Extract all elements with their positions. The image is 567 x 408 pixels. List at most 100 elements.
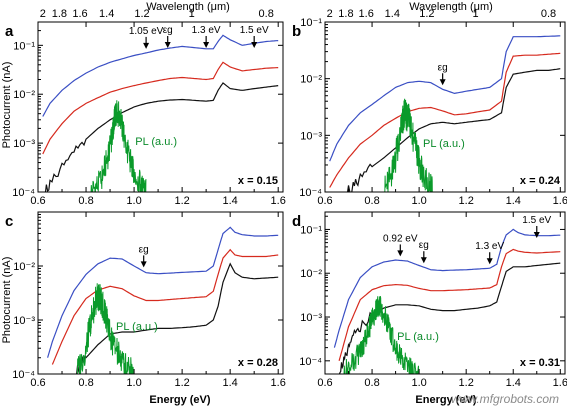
y-tick-label-a: 10⁻⁴: [12, 187, 35, 199]
panel-b: 0.6 0.8 1.0 1.2 1.4 1.6 10⁻⁴ 10⁻³ 10⁻² 10⁻¹ 2 1.8 1.…: [292, 8, 567, 207]
top-tick-label-b: 0.8: [541, 8, 556, 20]
photocurrent-curve-red-b: [329, 52, 561, 188]
pl-spectrum-d: [343, 296, 420, 374]
top-axis-label-right: Wavelength (μm): [409, 1, 493, 13]
photocurrent-curve-blue-b: [329, 35, 561, 162]
y-tick-label-c: 10⁻⁴: [12, 369, 35, 381]
y-tick-label-d: 10⁻²: [300, 268, 322, 280]
annotation-arrowhead-a: [164, 42, 171, 48]
annotation-arrowhead-a: [203, 42, 210, 48]
y-axis-label-bottom: Photocurrent (nA): [1, 257, 13, 344]
x-tick-label-b: 0.6: [317, 195, 332, 207]
plot-frame-c: [37, 211, 284, 375]
composition-label-a: x = 0.15: [238, 175, 278, 187]
top-tick-label-b: 1.2: [419, 8, 434, 20]
panel-letter-b: b: [292, 23, 301, 40]
photocurrent-curve-black-a: [44, 82, 279, 192]
top-tick-label-b: 2: [327, 8, 333, 20]
x-tick-label-d: 0.8: [364, 377, 379, 389]
watermark: www.mfgrobots.com: [451, 392, 559, 406]
annotation-label-a: 1.5 eV: [240, 25, 269, 36]
x-tick-label-b: 1.2: [459, 195, 474, 207]
annotation-label-b: εg: [438, 62, 448, 73]
pl-label-b: PL (a.u.): [423, 138, 465, 150]
series-group-b: [329, 35, 561, 192]
plot-frame-b: [324, 21, 566, 193]
top-tick-label-a: 1.4: [99, 8, 114, 20]
annotation-arrowhead-d: [533, 232, 540, 238]
annotation-arrowhead-d: [397, 250, 404, 257]
x-tick-label-d: 1.0: [411, 377, 426, 389]
top-tick-label-b: 1.8: [338, 8, 353, 20]
y-tick-label-b: 10⁻³: [300, 130, 322, 142]
y-tick-label-b: 10⁻¹: [300, 17, 322, 29]
annotation-label-d: 1.5 eV: [522, 215, 551, 226]
y-tick-label-c: 10⁻³: [13, 315, 35, 327]
x-tick-label-b: 1.6: [553, 195, 567, 207]
panel-a: 0.6 0.8 1.0 1.2 1.4 1.6 10⁻⁴ 10⁻³ 10⁻² 10⁻¹ 2 1.8 1.…: [5, 8, 286, 207]
top-tick-label-b: 1: [473, 8, 479, 20]
series-group-a: [42, 34, 279, 192]
top-tick-label-a: 2: [40, 8, 46, 20]
pl-spectrum-a: [90, 100, 147, 192]
x-tick-label-a: 0.8: [78, 195, 93, 207]
y-tick-label-d: 10⁻⁴: [299, 356, 322, 368]
x-tick-label-c: 1.2: [174, 377, 189, 389]
y-tick-label-b: 10⁻⁴: [299, 187, 322, 199]
x-tick-label-c: 0.6: [30, 377, 45, 389]
series-group-c: [47, 226, 279, 374]
panel-letter-c: c: [5, 213, 13, 230]
photocurrent-curve-black-d: [338, 262, 561, 374]
annotation-arrowhead-c: [140, 261, 147, 268]
panel-letter-a: a: [5, 23, 14, 40]
composition-label-d: x = 0.31: [520, 357, 560, 369]
x-tick-label-d: 1.6: [553, 377, 567, 389]
annotation-arrowhead-b: [439, 79, 446, 86]
panel-c: 0.6 0.8 1.0 1.2 1.4 1.6 10⁻⁴ 10⁻³ 10⁻² c x = 0.28 P…: [5, 211, 286, 389]
top-tick-label-a: 1.2: [134, 8, 149, 20]
pl-label-d: PL (a.u.): [397, 331, 439, 343]
annotation-label-a: 1.3 eV: [192, 25, 221, 36]
annotation-label-d: 1.3 eV: [475, 241, 504, 252]
pl-spectrum-b: [384, 98, 433, 192]
top-tick-label-a: 1.8: [52, 8, 67, 20]
x-tick-label-a: 1.4: [223, 195, 238, 207]
x-tick-label-a: 1.6: [271, 195, 286, 207]
annotation-arrowhead-a: [251, 42, 258, 48]
x-tick-label-a: 0.6: [30, 195, 45, 207]
x-axis-label-right: Energy (eV): [415, 394, 476, 406]
y-tick-label-a: 10⁻³: [13, 138, 35, 150]
pl-label-c: PL (a.u.): [116, 321, 158, 333]
annotation-arrowhead-d: [486, 258, 493, 265]
y-tick-label-d: 10⁻³: [300, 312, 322, 324]
panel-d: 0.6 0.8 1.0 1.2 1.4 1.6 10⁻⁴ 10⁻³ 10⁻² 10⁻¹d x = 0…: [292, 211, 567, 389]
x-tick-label-d: 0.6: [317, 377, 332, 389]
x-axis-label-left: Energy (eV): [149, 394, 210, 406]
top-tick-label-a: 1: [189, 8, 195, 20]
pl-label-a: PL (a.u.): [135, 136, 177, 148]
y-tick-label-b: 10⁻²: [300, 74, 322, 86]
top-tick-label-a: 0.8: [259, 8, 274, 20]
photocurrent-curve-black-b: [346, 68, 561, 192]
annotation-label-d: εg: [419, 240, 429, 251]
photocurrent-curve-blue-c: [47, 226, 279, 358]
plot-frame-a: [37, 21, 284, 193]
annotation-label-a: εg: [163, 25, 173, 36]
x-tick-label-c: 1.4: [223, 377, 238, 389]
photocurrent-curve-red-a: [42, 61, 279, 155]
x-tick-label-b: 1.0: [411, 195, 426, 207]
pl-spectrum-c: [76, 283, 134, 374]
photocurrent-curve-red-d: [338, 248, 561, 361]
x-tick-label-c: 0.8: [78, 377, 93, 389]
x-tick-label-d: 1.2: [459, 377, 474, 389]
photocurrent-curve-blue-a: [42, 34, 279, 117]
x-tick-label-b: 1.4: [506, 195, 521, 207]
photocurrent-curve-red-c: [51, 248, 279, 365]
annotation-label-c: εg: [139, 244, 149, 255]
annotation-arrowhead-a: [143, 42, 150, 49]
x-tick-label-d: 1.4: [506, 377, 521, 389]
top-tick-label-b: 1.4: [385, 8, 400, 20]
x-tick-label-c: 1.6: [271, 377, 286, 389]
annotation-arrowhead-d: [420, 257, 427, 264]
x-tick-label-b: 0.8: [364, 195, 379, 207]
